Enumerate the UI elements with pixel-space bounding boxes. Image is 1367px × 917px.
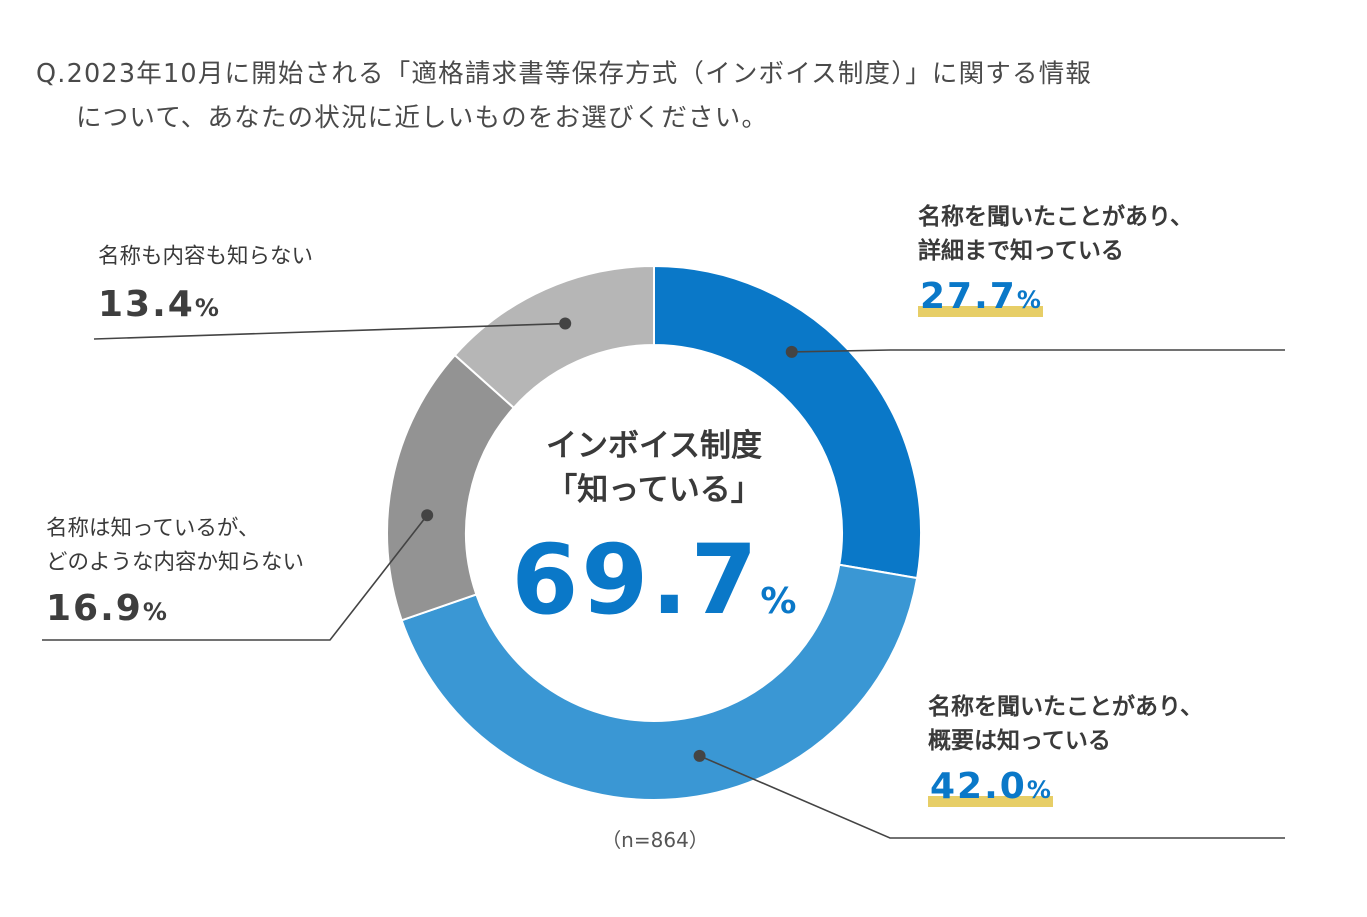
leader-name-only-dot [421, 509, 434, 522]
label-none-unit: % [194, 294, 219, 322]
label-detail: 名称を聞いたことがあり、 詳細まで知っている 27.7% [918, 200, 1193, 323]
question-text: Q.2023年10月に開始される「適格請求書等保存方式（インボイス制度）」に関す… [36, 52, 1336, 140]
label-name-only-line-2: どのような内容か知らない [46, 550, 305, 575]
slice-detail [653, 264, 922, 580]
center-title-line-2: 「知っている」 [546, 472, 762, 508]
center-value-number: 69.7 [511, 524, 761, 636]
center-value-unit: % [760, 581, 797, 622]
label-overview: 名称を聞いたことがあり、 概要は知っている 42.0% [928, 690, 1203, 813]
leader-name-only [42, 514, 428, 641]
leader-overview [699, 755, 1285, 839]
label-name-only-unit: % [142, 598, 167, 626]
donut-slices [386, 264, 922, 801]
question-line-2: について、あなたの状況に近しいものをお選びください。 [76, 103, 769, 133]
center-value: 69.7% [504, 520, 804, 662]
label-none: 名称も内容も知らない 13.4% [98, 240, 313, 331]
center-title-line-1: インボイス制度 [545, 428, 763, 464]
label-none-line-1: 名称も内容も知らない [98, 244, 314, 269]
slice-name-only [386, 353, 516, 622]
leader-lines [42, 317, 1285, 839]
label-overview-line-1: 名称を聞いたことがあり、 [928, 694, 1204, 720]
label-overview-line-2: 概要は知っている [928, 728, 1111, 754]
slice-none [453, 264, 655, 410]
question-line-1: Q.2023年10月に開始される「適格請求書等保存方式（インボイス制度）」に関す… [36, 59, 1093, 89]
label-detail-unit: % [1016, 286, 1041, 314]
leader-none [93, 322, 566, 340]
label-detail-line-1: 名称を聞いたことがあり、 [918, 204, 1194, 230]
sample-size: （n=864） [601, 828, 709, 852]
slice-overview [400, 563, 919, 801]
label-name-only-value: 16.9 [46, 588, 143, 629]
label-name-only: 名称は知っているが、 どのような内容か知らない 16.9% [46, 512, 304, 635]
label-overview-value: 42.0 [930, 766, 1027, 807]
leader-detail [791, 349, 1285, 353]
leader-none-dot [559, 317, 572, 330]
leader-overview-dot [693, 749, 706, 762]
label-detail-line-2: 詳細まで知っている [918, 238, 1124, 264]
center-title: インボイス制度 「知っている」 [504, 424, 804, 512]
label-detail-value: 27.7 [920, 276, 1017, 317]
label-overview-unit: % [1026, 776, 1051, 804]
leader-detail-dot [785, 345, 798, 358]
label-none-value: 13.4 [98, 284, 195, 325]
label-name-only-line-1: 名称は知っているが、 [46, 516, 260, 541]
